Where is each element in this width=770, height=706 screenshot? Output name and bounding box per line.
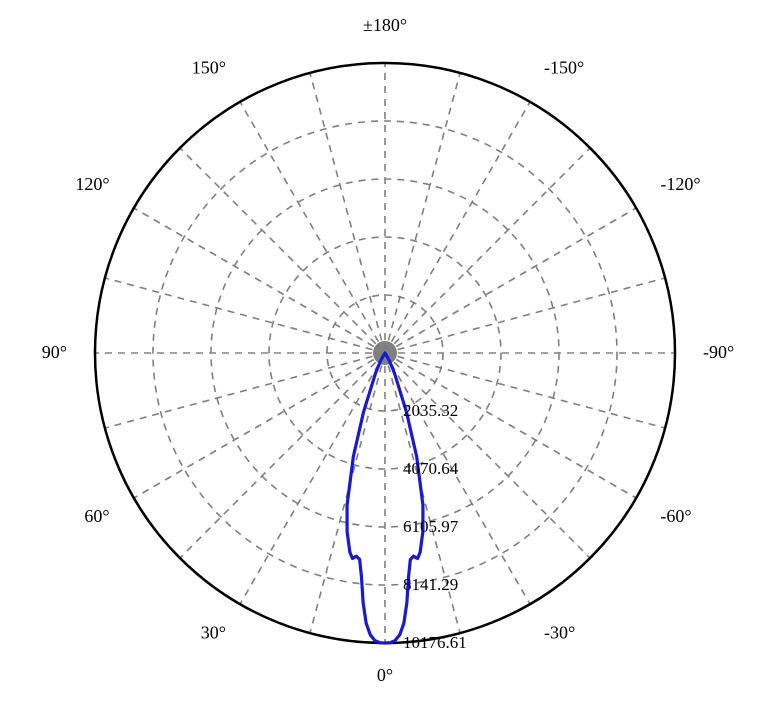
radial-label: 6105.97 (403, 517, 459, 536)
angle-label: -90° (703, 342, 734, 362)
angle-label: -30° (544, 622, 575, 642)
polar-chart: 0° 30° 60° 90° 120° 150° ±180° -150° -120° -90° -6… (0, 0, 770, 706)
radial-label: 8141.29 (403, 575, 458, 594)
grid-spoke (240, 102, 385, 353)
grid-spoke (385, 148, 590, 353)
grid-spoke (105, 278, 385, 353)
grid-spoke (134, 208, 385, 353)
angle-label: 0° (377, 665, 393, 685)
grid-spoke (105, 353, 385, 428)
radial-label: 4070.64 (403, 459, 459, 478)
grid-spoke (134, 353, 385, 498)
angle-label: -120° (660, 174, 700, 194)
angle-label: ±180° (363, 15, 407, 35)
grid-spoke (385, 73, 460, 353)
grid-spoke (385, 208, 636, 353)
angle-label: 90° (42, 342, 67, 362)
grid-spoke (385, 102, 530, 353)
angle-label: 60° (84, 506, 109, 526)
angle-label: 30° (201, 622, 226, 642)
grid-spoke (385, 278, 665, 353)
angle-label: -60° (660, 506, 691, 526)
angle-label: 120° (75, 174, 109, 194)
angle-label: -150° (544, 58, 584, 78)
radial-label: 2035.32 (403, 401, 458, 420)
grid-spoke (240, 353, 385, 604)
grid-spoke (385, 353, 530, 604)
grid-spoke (310, 73, 385, 353)
radial-label: 10176.61 (403, 633, 467, 652)
grid-spoke (180, 148, 385, 353)
angle-label: 150° (192, 58, 226, 78)
